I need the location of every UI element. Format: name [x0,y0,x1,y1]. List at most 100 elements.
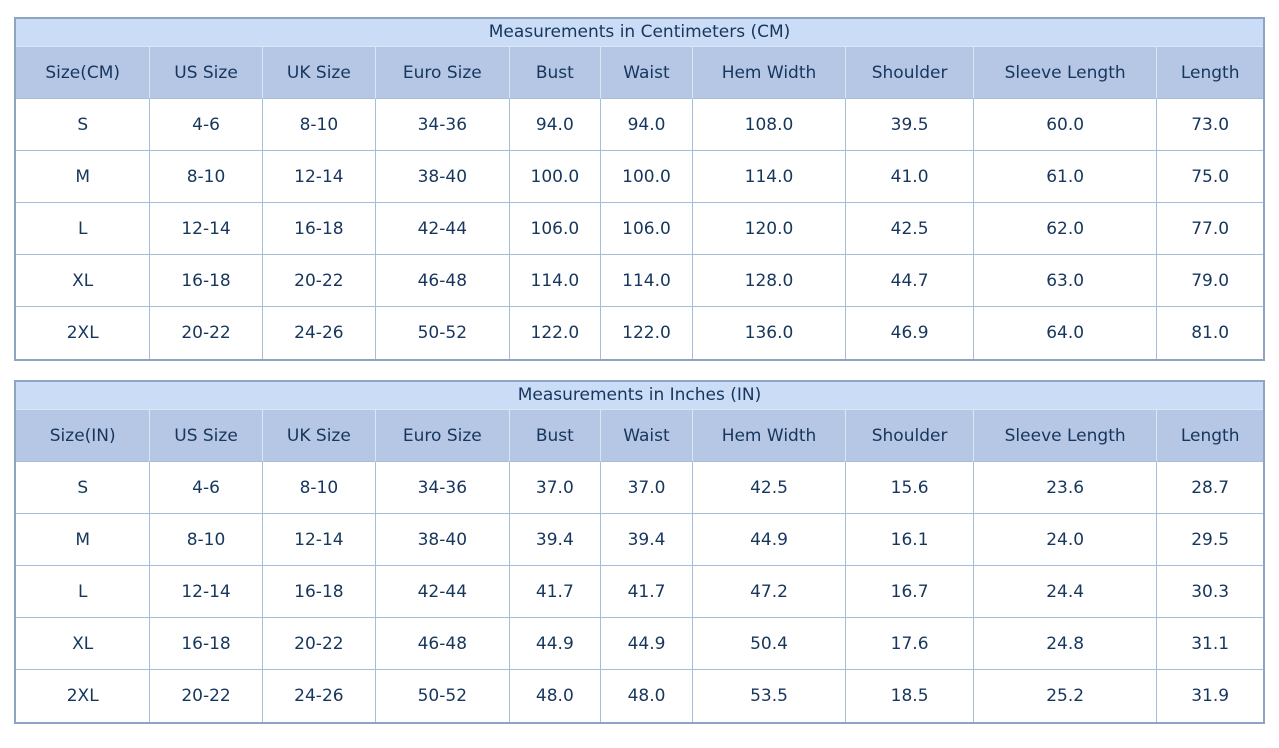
data-cell: 44.9 [508,618,601,670]
size-label-cell: XL [16,255,150,307]
table-row: XL 16-18 20-22 46-48 114.0 114.0 128.0 44.7 63.0… [16,255,1263,307]
data-cell: 53.5 [691,670,846,722]
data-cell: 24.8 [973,618,1157,670]
column-header: US Size [149,47,262,99]
in-table-body: S 4-6 8-10 34-36 37.0 37.0 42.5 15.6 23.6 28.7 M 8-… [16,462,1263,722]
data-cell: 8-10 [261,99,376,151]
size-label-cell: L [16,566,150,618]
data-cell: 16.1 [845,514,973,566]
column-header: Length [1156,47,1263,99]
column-header: Size(IN) [16,410,150,462]
data-cell: 94.0 [600,99,692,151]
data-cell: 61.0 [973,151,1157,203]
cm-table-header-row: Size(CM) US Size UK Size Euro Size Bust Waist… [16,47,1263,99]
column-header: Hem Width [691,47,846,99]
in-table-title-row: Measurements in Inches (IN) [16,382,1263,410]
table-row: S 4-6 8-10 34-36 94.0 94.0 108.0 39.5 60.0 73.0 [16,99,1263,151]
data-cell: 41.7 [600,566,692,618]
data-cell: 46.9 [845,307,973,359]
data-cell: 94.0 [508,99,601,151]
column-header: Euro Size [375,410,509,462]
data-cell: 50-52 [375,670,509,722]
data-cell: 25.2 [973,670,1157,722]
column-header: UK Size [261,410,376,462]
data-cell: 73.0 [1156,99,1263,151]
data-cell: 4-6 [149,99,262,151]
data-cell: 44.9 [600,618,692,670]
column-header: Euro Size [375,47,509,99]
table-row: S 4-6 8-10 34-36 37.0 37.0 42.5 15.6 23.6 28.7 [16,462,1263,514]
in-measurements-table: Measurements in Inches (IN) Size(IN) US S… [14,380,1265,724]
size-label-cell: S [16,462,150,514]
data-cell: 60.0 [973,99,1157,151]
data-cell: 77.0 [1156,203,1263,255]
data-cell: 38-40 [375,514,509,566]
data-cell: 106.0 [508,203,601,255]
data-cell: 24.0 [973,514,1157,566]
cm-table-title-row: Measurements in Centimeters (CM) [16,19,1263,47]
data-cell: 122.0 [508,307,601,359]
data-cell: 12-14 [261,151,376,203]
data-cell: 38-40 [375,151,509,203]
data-cell: 39.4 [600,514,692,566]
data-cell: 120.0 [691,203,846,255]
size-label-cell: S [16,99,150,151]
data-cell: 106.0 [600,203,692,255]
data-cell: 63.0 [973,255,1157,307]
data-cell: 8-10 [261,462,376,514]
data-cell: 12-14 [261,514,376,566]
data-cell: 16.7 [845,566,973,618]
data-cell: 8-10 [149,151,262,203]
data-cell: 42-44 [375,203,509,255]
data-cell: 128.0 [691,255,846,307]
data-cell: 75.0 [1156,151,1263,203]
data-cell: 12-14 [149,203,262,255]
size-label-cell: 2XL [16,670,150,722]
data-cell: 48.0 [508,670,601,722]
column-header: Size(CM) [16,47,150,99]
data-cell: 24.4 [973,566,1157,618]
cm-measurements-table: Measurements in Centimeters (CM) Size(CM… [14,17,1265,361]
data-cell: 20-22 [261,618,376,670]
data-cell: 114.0 [691,151,846,203]
data-cell: 114.0 [600,255,692,307]
column-header: Bust [508,410,601,462]
data-cell: 16-18 [149,618,262,670]
data-cell: 48.0 [600,670,692,722]
data-cell: 20-22 [261,255,376,307]
data-cell: 12-14 [149,566,262,618]
data-cell: 50-52 [375,307,509,359]
column-header: Shoulder [845,47,973,99]
data-cell: 46-48 [375,255,509,307]
data-cell: 17.6 [845,618,973,670]
data-cell: 31.1 [1156,618,1263,670]
data-cell: 81.0 [1156,307,1263,359]
data-cell: 16-18 [149,255,262,307]
data-cell: 8-10 [149,514,262,566]
data-cell: 114.0 [508,255,601,307]
data-cell: 20-22 [149,670,262,722]
data-cell: 39.4 [508,514,601,566]
column-header: Shoulder [845,410,973,462]
data-cell: 23.6 [973,462,1157,514]
data-cell: 41.0 [845,151,973,203]
data-cell: 44.7 [845,255,973,307]
data-cell: 42.5 [845,203,973,255]
column-header: Sleeve Length [973,47,1157,99]
column-header: Hem Width [691,410,846,462]
data-cell: 28.7 [1156,462,1263,514]
data-cell: 18.5 [845,670,973,722]
cm-table-title: Measurements in Centimeters (CM) [16,19,1263,47]
data-cell: 24-26 [261,670,376,722]
table-row: L 12-14 16-18 42-44 106.0 106.0 120.0 42.5 62.0 7… [16,203,1263,255]
data-cell: 46-48 [375,618,509,670]
data-cell: 15.6 [845,462,973,514]
data-cell: 122.0 [600,307,692,359]
column-header: Waist [600,410,692,462]
column-header: Sleeve Length [973,410,1157,462]
data-cell: 16-18 [261,566,376,618]
cm-table-body: S 4-6 8-10 34-36 94.0 94.0 108.0 39.5 60.0 73.0 M 8… [16,99,1263,359]
data-cell: 37.0 [600,462,692,514]
data-cell: 108.0 [691,99,846,151]
data-cell: 24-26 [261,307,376,359]
